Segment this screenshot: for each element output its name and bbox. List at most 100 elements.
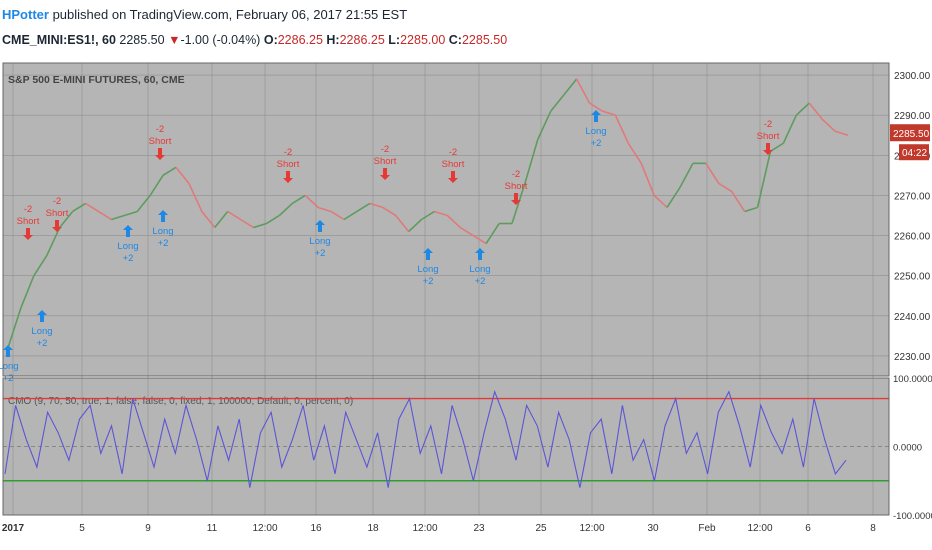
signal-label: Long <box>31 326 52 337</box>
signal-qty: +2 <box>475 276 486 287</box>
price-segment <box>343 210 358 221</box>
arrow-down-icon <box>52 220 62 232</box>
symbol-line: CME_MINI:ES1!, 60 2285.50 ▼-1.00 (-0.04%… <box>2 33 507 47</box>
price-segment <box>575 78 591 104</box>
long-signal: Long+2 <box>117 225 139 264</box>
price-segment <box>201 210 216 229</box>
arrow-up-icon <box>37 310 47 322</box>
price-segment <box>175 166 190 184</box>
price-segment <box>485 223 500 245</box>
long-signal: Long+2 <box>152 210 174 249</box>
price-segment <box>253 222 267 229</box>
x-tick-label: 9 <box>145 523 151 534</box>
y-tick-label: 2240.00 <box>894 312 931 323</box>
price-segment <box>98 210 112 221</box>
signal-qty: +2 <box>423 276 434 287</box>
low-label: L: <box>388 33 401 47</box>
price-segment <box>795 102 810 116</box>
price-segment <box>382 206 397 217</box>
price-panel <box>3 63 889 376</box>
osc-y-tick-label: 100.0000 <box>893 374 932 385</box>
arrow-down-icon <box>511 193 521 205</box>
signal-label: Long <box>0 361 19 372</box>
long-signal: Long+2 <box>309 220 331 259</box>
price-segment <box>821 118 836 132</box>
arrow-down-icon <box>763 143 773 155</box>
price-segment <box>472 234 487 245</box>
price-segment <box>524 139 539 184</box>
signal-qty: -2 <box>53 196 61 207</box>
price-segment <box>602 110 616 116</box>
last-price: 2285.50 <box>119 33 165 47</box>
published-line: HPotter published on TradingView.com, Fe… <box>2 7 407 22</box>
long-signal: Long+2 <box>469 248 491 287</box>
signal-label: Long <box>309 236 330 247</box>
x-tick-label: 12:00 <box>747 523 772 534</box>
arrow-up-icon <box>158 210 168 222</box>
x-tick-label: 12:00 <box>412 523 437 534</box>
signal-qty: +2 <box>591 138 602 149</box>
signal-qty: -2 <box>284 147 292 158</box>
price-segment <box>59 210 74 229</box>
signal-qty: -2 <box>24 204 32 215</box>
time-axis-panel <box>0 515 932 550</box>
signal-label: Long <box>152 226 173 237</box>
y-tick-label: 2230.00 <box>894 352 931 363</box>
arrow-down-icon <box>155 148 165 160</box>
price-segment <box>20 275 35 309</box>
price-segment <box>770 142 784 152</box>
signal-qty: +2 <box>158 238 169 249</box>
high-label: H: <box>326 33 340 47</box>
price-segment <box>266 214 280 225</box>
signal-label: Short <box>505 181 528 192</box>
signal-qty: +2 <box>123 253 134 264</box>
y-tick-label: 2250.00 <box>894 272 931 283</box>
signal-label: Short <box>757 131 780 142</box>
y-tick-label: 2260.00 <box>894 232 931 243</box>
price-segment <box>240 218 254 229</box>
price-panel-title: S&P 500 E-MINI FUTURES, 60, CME <box>8 74 185 86</box>
price-segment <box>550 94 565 112</box>
x-tick-label: 11 <box>207 523 218 534</box>
price-segment <box>511 183 526 224</box>
author-name[interactable]: HPotter <box>2 7 49 22</box>
high-value: 2286.25 <box>339 33 385 47</box>
price-segment <box>705 162 720 184</box>
y-tick-label: 2270.00 <box>894 191 931 202</box>
x-tick-label: 12:00 <box>579 523 604 534</box>
price-segment <box>744 206 758 213</box>
price-segment <box>85 202 99 213</box>
price-segment <box>111 214 125 221</box>
signal-qty: -2 <box>381 144 389 155</box>
published-text: published on TradingView.com, February 0… <box>52 7 408 22</box>
close-value: 2285.50 <box>461 33 508 47</box>
y-tick-label: 2290.00 <box>894 111 931 122</box>
x-tick-label: 30 <box>647 523 659 534</box>
symbol-name: CME_MINI:ES1!, 60 <box>2 33 116 47</box>
open-label: O: <box>263 33 278 47</box>
price-segment <box>834 130 849 136</box>
price-segment <box>317 206 332 213</box>
signal-qty: -2 <box>764 119 772 130</box>
price-segment <box>679 162 694 188</box>
low-value: 2285.00 <box>400 33 446 47</box>
x-tick-label: 2017 <box>2 523 25 534</box>
price-segment <box>46 227 61 256</box>
arrow-down-icon <box>283 171 293 183</box>
signal-label: Short <box>374 156 397 167</box>
last-price-badge <box>890 124 930 142</box>
price-segment <box>188 183 203 212</box>
price-segment <box>627 142 642 164</box>
price-panel-border <box>2 62 890 377</box>
price-segment <box>291 194 306 205</box>
arrow-up-icon <box>315 220 325 232</box>
signal-label: Short <box>442 159 465 170</box>
oscillator-panel-border <box>2 377 890 516</box>
signal-qty: -2 <box>449 147 457 158</box>
arrow-up-icon <box>591 110 601 122</box>
